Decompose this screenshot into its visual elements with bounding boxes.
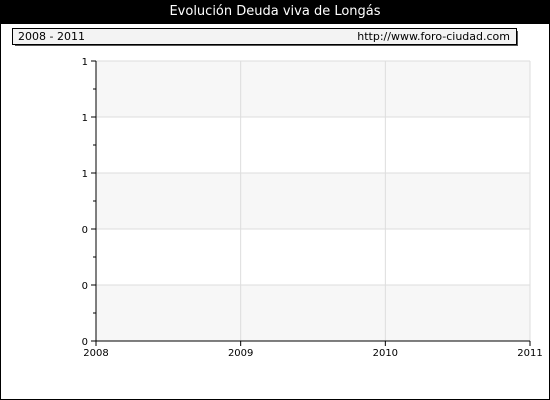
x-tick-label: 2010	[373, 348, 398, 359]
x-tick-label: 2008	[83, 348, 108, 359]
x-tick-label: 2009	[228, 348, 253, 359]
plot-band	[96, 61, 530, 117]
plot-band	[96, 173, 530, 229]
chart-title: Evolución Deuda viva de Longás	[0, 0, 550, 24]
y-tick-label: 1	[82, 57, 88, 68]
plot-band	[96, 285, 530, 341]
plot-band	[96, 229, 530, 285]
info-bar: 2008 - 2011 http://www.foro-ciudad.com	[12, 28, 517, 45]
period-label: 2008 - 2011	[18, 30, 85, 43]
y-tick-label: 1	[82, 169, 88, 180]
y-tick-label: 0	[82, 337, 88, 348]
y-tick-label: 0	[82, 225, 88, 236]
source-url: http://www.foro-ciudad.com	[357, 30, 510, 43]
y-tick-label: 1	[82, 113, 88, 124]
x-tick-label: 2011	[517, 348, 542, 359]
y-tick-label: 0	[82, 281, 88, 292]
plot-band	[96, 117, 530, 173]
